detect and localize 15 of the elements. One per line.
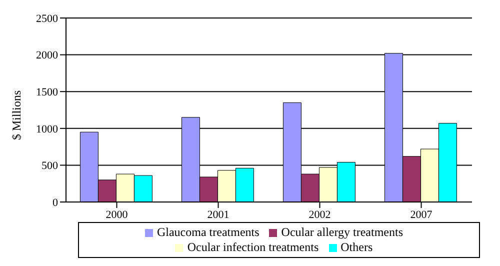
y-tick-label: 1500 <box>36 86 58 99</box>
y-axis-title: $ Millions <box>9 90 24 140</box>
y-tick-label: 2500 <box>36 12 58 25</box>
y-tick-label: 2000 <box>36 50 58 62</box>
y-tick-label: 0 <box>52 196 58 209</box>
legend-label: Ocular infection treatments <box>187 240 319 254</box>
x-tick-label: 2007 <box>410 208 433 221</box>
x-tick-label: 2002 <box>308 208 331 221</box>
y-tick-label: 500 <box>42 160 58 172</box>
legend-label: Glaucoma treatments <box>156 225 260 239</box>
x-tick-label: 2000 <box>106 208 128 221</box>
x-tick-label: 2001 <box>207 208 230 221</box>
y-tick-label: 1000 <box>36 123 58 136</box>
legend-label: Ocular allergy treatments <box>281 225 404 239</box>
legend-label: Others <box>340 240 373 254</box>
